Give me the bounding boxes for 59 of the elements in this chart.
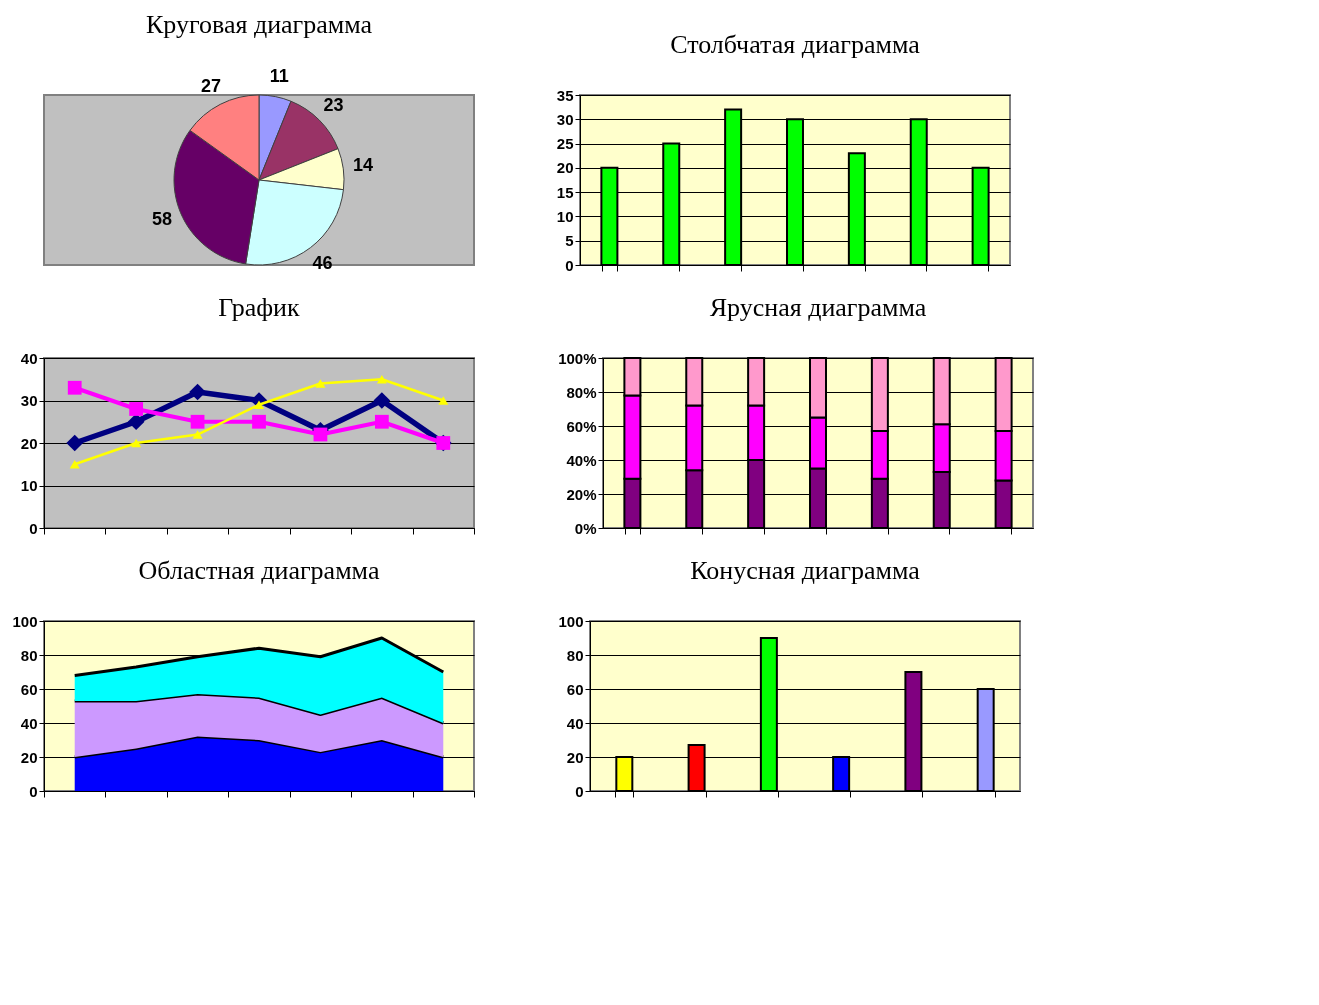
y-tick-label: 20 <box>20 748 38 766</box>
y-tick-label: 20% <box>566 485 597 503</box>
y-tick-label: 40% <box>566 451 597 469</box>
data-label: 14 <box>353 155 374 176</box>
y-tick-label: 20 <box>556 159 574 177</box>
y-tick-label: 0 <box>575 782 584 800</box>
y-tick-label: 15 <box>556 183 574 201</box>
y-tick-label: 30 <box>556 110 574 128</box>
data-label: 11 <box>269 65 289 86</box>
y-tick-label: 0 <box>565 256 574 274</box>
y-tick-label: 40 <box>20 714 38 732</box>
data-label: 46 <box>312 252 333 273</box>
y-tick-label: 100 <box>558 612 584 630</box>
point <box>252 414 266 429</box>
data-label: 58 <box>152 209 173 230</box>
y-tick-label: 25 <box>556 135 574 153</box>
point <box>190 414 205 429</box>
y-tick-label: 40 <box>566 714 584 732</box>
y-tick-label: 10 <box>556 207 574 225</box>
point <box>189 383 206 401</box>
y-tick-label: 0 <box>29 782 38 800</box>
y-tick-label: 20 <box>20 434 38 452</box>
chart-title: Областная диаграмма <box>138 556 380 585</box>
y-tick-label: 60 <box>20 680 38 698</box>
data-label: 27 <box>201 75 222 96</box>
point <box>129 402 144 416</box>
y-tick-label: 100 <box>12 612 38 630</box>
y-tick-label: 60 <box>566 680 584 698</box>
chart-title: Круговая диаграмма <box>145 9 373 39</box>
y-tick-label: 35 <box>556 86 574 104</box>
y-tick-label: 80 <box>20 646 38 664</box>
point <box>127 413 145 431</box>
point <box>131 438 142 448</box>
chart-title: Конусная диаграмма <box>690 556 921 585</box>
chart-title: Столбчатая диаграмма <box>670 30 921 59</box>
y-tick-label: 0% <box>574 519 597 537</box>
point <box>376 374 387 384</box>
y-tick-label: 80% <box>566 383 597 401</box>
chart-title: Ярусная диаграмма <box>709 293 927 322</box>
point <box>438 396 449 405</box>
y-tick-label: 5 <box>565 232 574 250</box>
y-tick-label: 100% <box>558 349 597 367</box>
y-tick-label: 30 <box>20 392 38 409</box>
point <box>254 400 264 410</box>
point <box>192 430 203 439</box>
data-label: 23 <box>323 95 344 116</box>
point <box>66 434 84 452</box>
chart-title: График <box>218 293 301 322</box>
point <box>373 392 391 409</box>
point <box>67 380 82 395</box>
y-tick-label: 20 <box>566 748 584 766</box>
y-tick-label: 60% <box>566 417 597 435</box>
point <box>374 414 389 429</box>
y-tick-label: 0 <box>29 519 38 537</box>
y-tick-label: 10 <box>20 477 38 494</box>
point <box>315 379 326 388</box>
y-tick-label: 40 <box>20 349 38 367</box>
y-tick-label: 80 <box>566 646 584 664</box>
point <box>69 459 80 469</box>
